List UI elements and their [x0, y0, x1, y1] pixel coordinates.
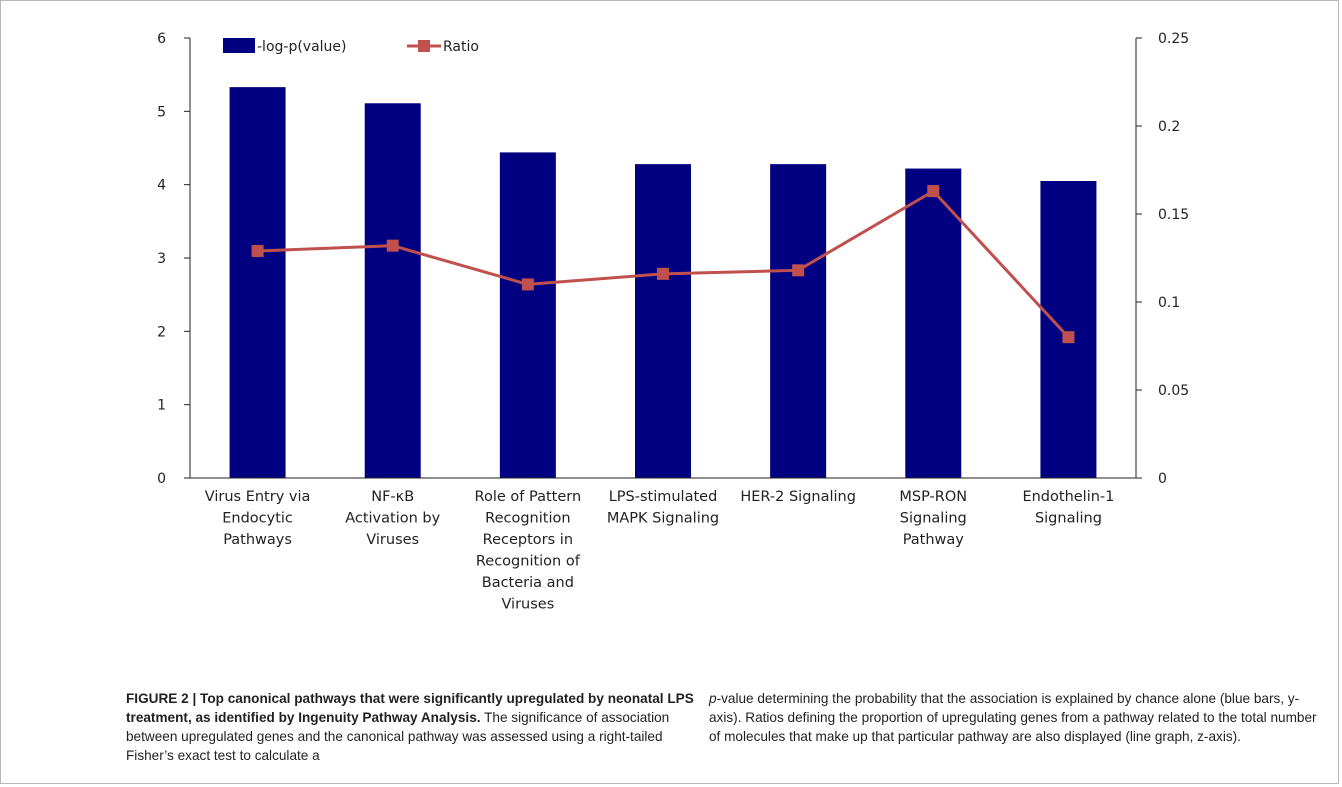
- bar-4: [770, 164, 827, 478]
- ratio-marker-4: [792, 264, 805, 277]
- y-left-tick-label-6: 6: [157, 31, 166, 47]
- legend-marker-ratio: [418, 40, 430, 52]
- y-left-tick-label-2: 2: [157, 324, 166, 340]
- x-tick-label-0: Virus Entry via Endocytic Pathways: [205, 489, 311, 548]
- ratio-marker-6: [1062, 331, 1075, 344]
- bars-layer: [229, 87, 1097, 479]
- y-left-tick-label-3: 3: [157, 251, 166, 267]
- caption-label: FIGURE 2 | Top canonical pathways that w…: [126, 691, 694, 725]
- caption-right-column: p-value determining the probability that…: [709, 689, 1319, 746]
- bar-2: [499, 152, 556, 478]
- y-right-tick-label-1: 0.05: [1158, 383, 1189, 399]
- ratio-marker-3: [657, 267, 669, 280]
- chart: 0 1 2 3 4 5 6 0 0.05 0.1 0.15 0.2 0.25 Virus Entry vi…: [157, 31, 1189, 613]
- y-right-tick-label-3: 0.15: [1158, 207, 1189, 223]
- x-tick-label-5: MSP-RON Signaling Pathway: [899, 489, 967, 548]
- x-tick-label-2: Role of Pattern Recognition Receptors in Re…: [475, 489, 582, 613]
- figure-caption: FIGURE 2 | Top canonical pathways that w…: [0, 689, 1342, 787]
- ratio-marker-2: [521, 278, 534, 291]
- bar-0: [229, 87, 286, 478]
- x-tick-label-1: NF-κB Activation by Viruses: [345, 489, 440, 548]
- legend: -log-p(value) Ratio: [223, 38, 479, 55]
- ratio-marker-0: [251, 244, 264, 257]
- legend-label-bar: -log-p(value): [257, 39, 347, 55]
- y-left-tick-label-5: 5: [157, 104, 166, 120]
- y-left-tick-label-0: 0: [157, 471, 166, 487]
- bar-6: [1040, 181, 1097, 478]
- ratio-marker-1: [386, 239, 399, 252]
- bar-5: [905, 168, 962, 479]
- y-right-tick-label-5: 0.25: [1158, 31, 1189, 47]
- bar-1: [364, 103, 421, 479]
- caption-left-column: FIGURE 2 | Top canonical pathways that w…: [126, 689, 694, 765]
- y-right-tick-label-0: 0: [1158, 471, 1167, 487]
- x-tick-label-4: HER-2 Signaling: [740, 489, 856, 505]
- legend-swatch-bar: [223, 38, 255, 53]
- caption-right-text: -value determining the probability that …: [709, 691, 1317, 744]
- x-tick-label-3: LPS-stimulated MAPK Signaling: [607, 489, 719, 527]
- y-left-tick-label-4: 4: [157, 178, 166, 194]
- legend-label-ratio: Ratio: [443, 39, 479, 55]
- y-right-tick-label-4: 0.2: [1158, 119, 1180, 135]
- y-left-tick-label-1: 1: [157, 398, 166, 414]
- ratio-line-layer: [251, 185, 1075, 344]
- caption-p-italic: p: [709, 691, 717, 706]
- bar-3: [635, 164, 691, 478]
- x-tick-label-6: Endothelin-1 Signaling: [1022, 489, 1114, 527]
- y-right-tick-label-2: 0.1: [1158, 295, 1180, 311]
- ratio-marker-5: [927, 185, 940, 198]
- axes-layer: 0 1 2 3 4 5 6 0 0.05 0.1 0.15 0.2 0.25 Virus Entry vi…: [157, 31, 1189, 613]
- caption-left-text: The significance of association between …: [126, 710, 670, 763]
